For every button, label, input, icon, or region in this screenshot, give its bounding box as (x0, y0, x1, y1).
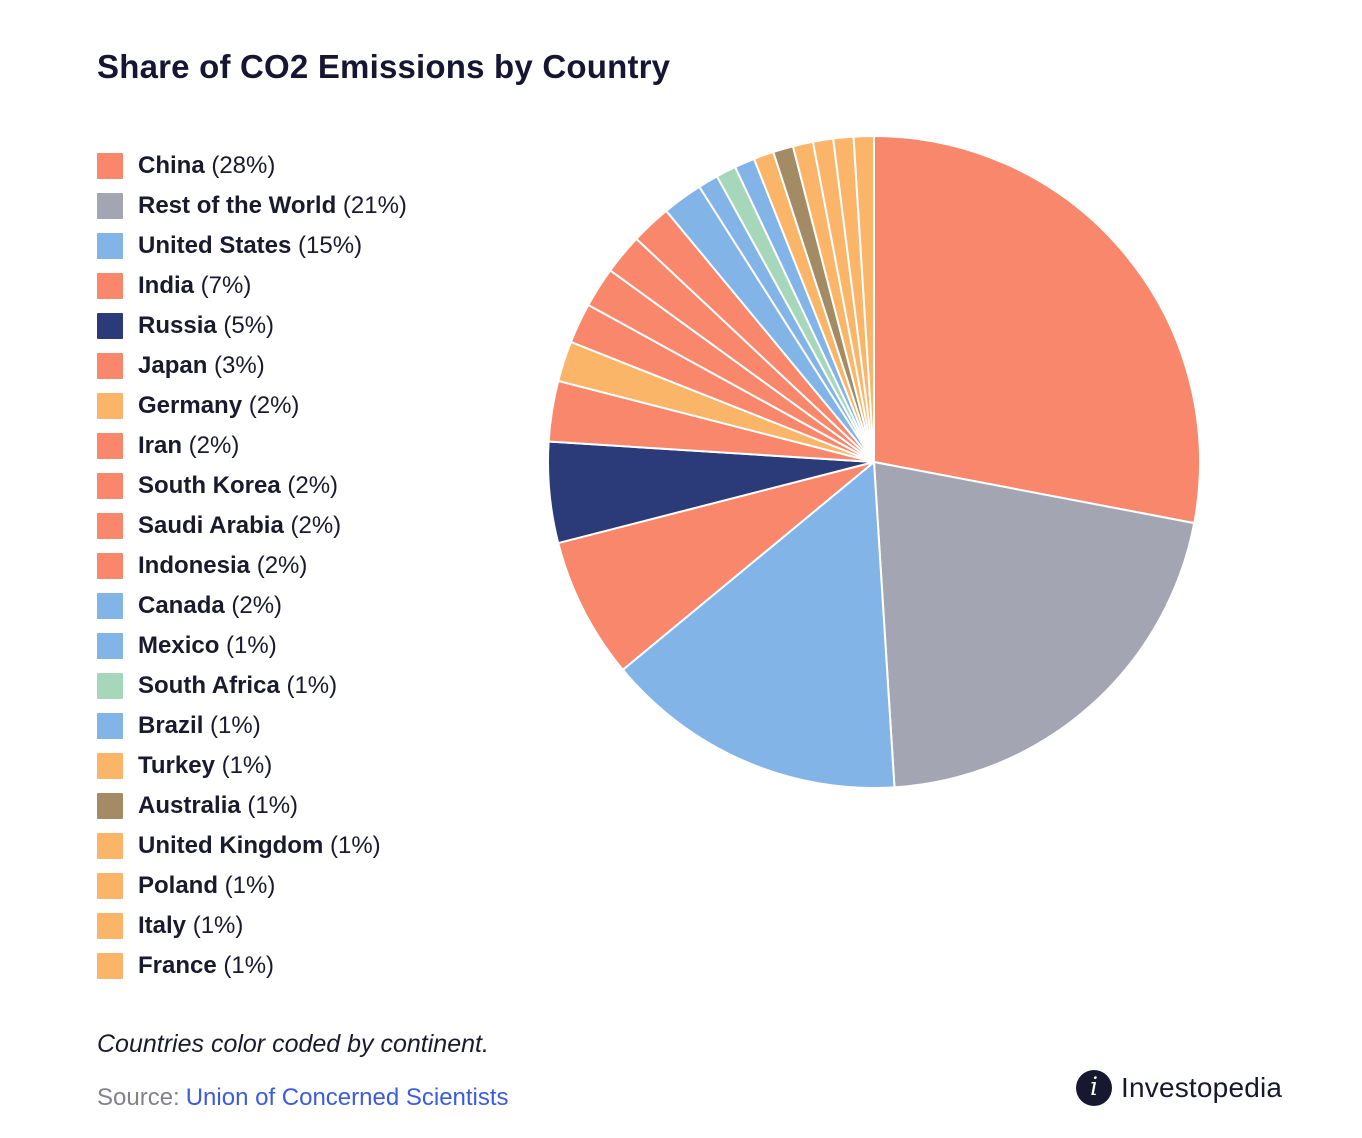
source-link[interactable]: Union of Concerned Scientists (185, 1084, 509, 1111)
legend-item: Australia (1%) (97, 786, 407, 826)
legend-swatch (97, 753, 123, 779)
legend-item: Canada (2%) (97, 586, 407, 626)
legend-swatch (97, 833, 123, 859)
legend-swatch (97, 353, 123, 379)
investopedia-wordmark: Investopedia (1121, 1072, 1283, 1103)
legend-item: Turkey (1%) (97, 746, 407, 786)
legend-swatch (97, 313, 123, 339)
legend-swatch (97, 193, 123, 219)
legend-item: Russia (5%) (97, 306, 407, 346)
legend-item: Saudi Arabia (2%) (97, 506, 407, 546)
legend-label: Saudi Arabia (2%) (138, 512, 342, 539)
legend-label: Canada (2%) (138, 592, 283, 619)
legend-label: Poland (1%) (138, 872, 276, 899)
legend-item: United States (15%) (97, 226, 407, 266)
pie-slice-france (852, 134, 875, 463)
legend-item: Italy (1%) (97, 906, 407, 946)
legend-item: Indonesia (2%) (97, 546, 407, 586)
legend-item: South Africa (1%) (97, 666, 407, 706)
legend-swatch (97, 273, 123, 299)
legend-swatch (97, 953, 123, 979)
legend-swatch (97, 913, 123, 939)
legend-label: India (7%) (138, 272, 252, 299)
legend-label: Italy (1%) (138, 912, 244, 939)
pie-chart (547, 134, 1201, 789)
legend-label: Indonesia (2%) (138, 552, 308, 579)
legend-swatch (97, 473, 123, 499)
legend-swatch (97, 513, 123, 539)
legend-swatch (97, 553, 123, 579)
legend-swatch (97, 433, 123, 459)
legend-item: Iran (2%) (97, 426, 407, 466)
pie-slice-rest-of-the-world (873, 461, 1196, 789)
legend-label: South Africa (1%) (138, 672, 338, 699)
legend-item: India (7%) (97, 266, 407, 306)
footnote: Countries color coded by continent. (97, 1030, 489, 1058)
legend-swatch (97, 873, 123, 899)
legend-label: Rest of the World (21%) (138, 192, 407, 219)
legend: China (28%) Rest of the World (21%) United… (97, 146, 407, 986)
legend-item: South Korea (2%) (97, 466, 407, 506)
legend-label: South Korea (2%) (138, 472, 339, 499)
legend-item: France (1%) (97, 946, 407, 986)
pie-chart-area (544, 132, 1204, 792)
legend-swatch (97, 233, 123, 259)
legend-label: United Kingdom (1%) (138, 832, 381, 859)
legend-label: United States (15%) (138, 232, 363, 259)
legend-swatch (97, 793, 123, 819)
pie-slice-india (557, 461, 875, 671)
legend-label: Japan (3%) (138, 352, 265, 379)
legend-label: Brazil (1%) (138, 712, 261, 739)
legend-label: France (1%) (138, 952, 275, 979)
legend-label: Germany (2%) (138, 392, 300, 419)
legend-item: Brazil (1%) (97, 706, 407, 746)
investopedia-icon: i (1076, 1070, 1112, 1106)
legend-label: Australia (1%) (138, 792, 299, 819)
legend-item: Mexico (1%) (97, 626, 407, 666)
source-label: Source: (97, 1084, 180, 1111)
chart-title: Share of CO2 Emissions by Country (97, 48, 671, 85)
legend-swatch (97, 593, 123, 619)
legend-item: Japan (3%) (97, 346, 407, 386)
legend-label: China (28%) (138, 152, 276, 179)
pie-slice-china (873, 135, 1201, 525)
legend-swatch (97, 393, 123, 419)
legend-swatch (97, 673, 123, 699)
pie-slice-united-states (621, 461, 896, 789)
legend-item: Rest of the World (21%) (97, 186, 407, 226)
legend-item: Germany (2%) (97, 386, 407, 426)
legend-swatch (97, 713, 123, 739)
legend-label: Russia (5%) (138, 312, 275, 339)
legend-label: Iran (2%) (138, 432, 240, 459)
legend-label: Turkey (1%) (138, 752, 273, 779)
legend-item: China (28%) (97, 146, 407, 186)
legend-label: Mexico (1%) (138, 632, 277, 659)
investopedia-logo: i Investopedia (1076, 1070, 1282, 1106)
legend-item: United Kingdom (1%) (97, 826, 407, 866)
legend-item: Poland (1%) (97, 866, 407, 906)
source-line: Source: Union of Concerned Scientists (97, 1084, 509, 1112)
legend-swatch (97, 153, 123, 179)
legend-swatch (97, 633, 123, 659)
